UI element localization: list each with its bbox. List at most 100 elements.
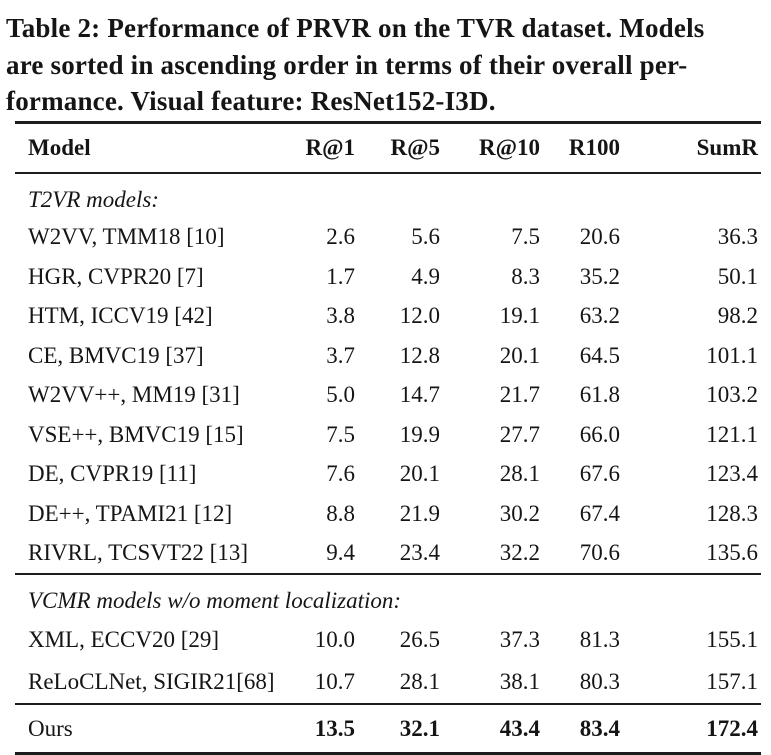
column-header-model: Model: [15, 122, 278, 173]
metric-value-cell: 172.4: [623, 704, 761, 754]
column-header-r-at-1: R@1: [278, 122, 358, 173]
metric-value-cell: 37.3: [443, 619, 543, 661]
metric-value-cell: 101.1: [623, 336, 761, 376]
metric-value-cell: 63.2: [543, 297, 623, 337]
metric-value-cell: 64.5: [543, 336, 623, 376]
metric-value-cell: 7.5: [278, 415, 358, 455]
metric-value-cell: 61.8: [543, 376, 623, 416]
model-name-cell: HGR, CVPR20 [7]: [15, 257, 278, 297]
paper-page: Table 2: Performance of PRVR on the TVR …: [0, 10, 771, 755]
metric-value-cell: 14.7: [358, 376, 443, 416]
metric-value-cell: 50.1: [623, 257, 761, 297]
metric-value-cell: 128.3: [623, 494, 761, 534]
metric-value-cell: 23.4: [358, 534, 443, 575]
section-header-row: VCMR models w/o moment localization:: [15, 574, 761, 619]
metric-value-cell: 43.4: [443, 704, 543, 754]
metric-value-cell: 155.1: [623, 619, 761, 661]
model-name-cell: CE, BMVC19 [37]: [15, 336, 278, 376]
column-header-r-at-10: R@10: [443, 122, 543, 173]
metric-value-cell: 8.3: [443, 257, 543, 297]
metric-value-cell: 2.6: [278, 218, 358, 258]
metric-value-cell: 81.3: [543, 619, 623, 661]
model-name-cell: ReLoCLNet, SIGIR21[68]: [15, 661, 278, 704]
metric-value-cell: 5.0: [278, 376, 358, 416]
model-name-cell: W2VV++, MM19 [31]: [15, 376, 278, 416]
metric-value-cell: 5.6: [358, 218, 443, 258]
model-name-cell: DE++, TPAMI21 [12]: [15, 494, 278, 534]
metric-value-cell: 70.6: [543, 534, 623, 575]
metric-value-cell: 26.5: [358, 619, 443, 661]
caption-line: are sorted in ascending order in terms o…: [6, 47, 763, 84]
model-name-cell: RIVRL, TCSVT22 [13]: [15, 534, 278, 575]
metric-value-cell: 35.2: [543, 257, 623, 297]
metric-value-cell: 121.1: [623, 415, 761, 455]
results-table: Model R@1 R@5 R@10 R100 SumR T2VR models…: [15, 121, 761, 755]
header-row: Model R@1 R@5 R@10 R100 SumR: [15, 122, 761, 173]
metric-value-cell: 20.1: [358, 455, 443, 495]
column-header-r100: R100: [543, 122, 623, 173]
metric-value-cell: 98.2: [623, 297, 761, 337]
model-name-cell: HTM, ICCV19 [42]: [15, 297, 278, 337]
metric-value-cell: 32.1: [358, 704, 443, 754]
metric-value-cell: 66.0: [543, 415, 623, 455]
caption-line: Table 2: Performance of PRVR on the TVR …: [6, 10, 763, 47]
metric-value-cell: 12.8: [358, 336, 443, 376]
metric-value-cell: 67.6: [543, 455, 623, 495]
metric-value-cell: 19.1: [443, 297, 543, 337]
metric-value-cell: 28.1: [358, 661, 443, 704]
metric-value-cell: 13.5: [278, 704, 358, 754]
model-name-cell: W2VV, TMM18 [10]: [15, 218, 278, 258]
metric-value-cell: 135.6: [623, 534, 761, 575]
metric-value-cell: 27.7: [443, 415, 543, 455]
column-header-r-at-5: R@5: [358, 122, 443, 173]
metric-value-cell: 4.9: [358, 257, 443, 297]
metric-value-cell: 80.3: [543, 661, 623, 704]
metric-value-cell: 38.1: [443, 661, 543, 704]
metric-value-cell: 10.0: [278, 619, 358, 661]
model-name-cell: Ours: [15, 704, 278, 754]
metric-value-cell: 103.2: [623, 376, 761, 416]
metric-value-cell: 32.2: [443, 534, 543, 575]
metric-value-cell: 36.3: [623, 218, 761, 258]
metric-value-cell: 1.7: [278, 257, 358, 297]
section-label: VCMR models w/o moment localization:: [15, 574, 761, 619]
metric-value-cell: 3.7: [278, 336, 358, 376]
model-name-cell: DE, CVPR19 [11]: [15, 455, 278, 495]
metric-value-cell: 10.7: [278, 661, 358, 704]
metric-value-cell: 83.4: [543, 704, 623, 754]
metric-value-cell: 20.6: [543, 218, 623, 258]
metric-value-cell: 8.8: [278, 494, 358, 534]
metric-value-cell: 21.9: [358, 494, 443, 534]
caption-line: formance. Visual feature: ResNet152-I3D.: [6, 83, 763, 120]
metric-value-cell: 123.4: [623, 455, 761, 495]
metric-value-cell: 7.6: [278, 455, 358, 495]
model-name-cell: XML, ECCV20 [29]: [15, 619, 278, 661]
model-name-cell: VSE++, BMVC19 [15]: [15, 415, 278, 455]
metric-value-cell: 12.0: [358, 297, 443, 337]
section-header-row: T2VR models:: [15, 173, 761, 218]
metric-value-cell: 21.7: [443, 376, 543, 416]
metric-value-cell: 28.1: [443, 455, 543, 495]
metric-value-cell: 3.8: [278, 297, 358, 337]
metric-value-cell: 7.5: [443, 218, 543, 258]
table-caption: Table 2: Performance of PRVR on the TVR …: [6, 10, 763, 120]
metric-value-cell: 67.4: [543, 494, 623, 534]
metric-value-cell: 157.1: [623, 661, 761, 704]
metric-value-cell: 20.1: [443, 336, 543, 376]
section-label: T2VR models:: [15, 173, 761, 218]
metric-value-cell: 9.4: [278, 534, 358, 575]
column-header-sumr: SumR: [623, 122, 761, 173]
metric-value-cell: 30.2: [443, 494, 543, 534]
